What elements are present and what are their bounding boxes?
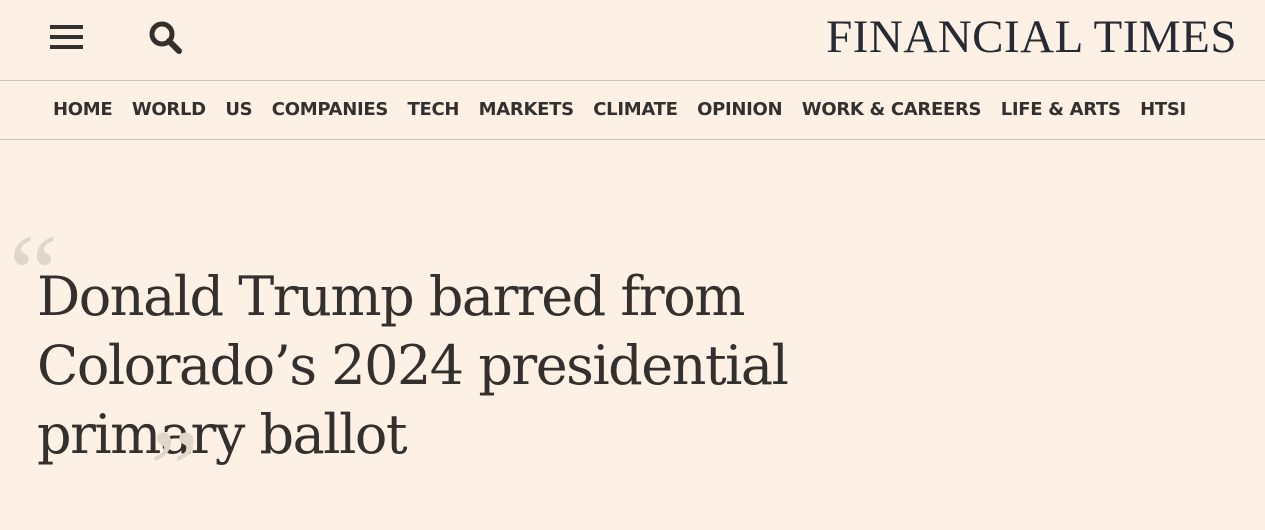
nav-item-companies[interactable]: COMPANIES xyxy=(271,99,389,120)
nav-item-markets[interactable]: MARKETS xyxy=(478,99,574,120)
nav-item-tech[interactable]: TECH xyxy=(407,99,460,120)
search-icon[interactable] xyxy=(146,18,186,58)
site-header: FINANCIAL TIMES xyxy=(0,0,1265,81)
nav-item-htsi[interactable]: HTSI xyxy=(1140,99,1186,120)
ft-logo[interactable]: FINANCIAL TIMES xyxy=(826,11,1237,63)
close-quote-mark: ” xyxy=(150,408,199,530)
hamburger-menu-icon[interactable] xyxy=(50,20,88,54)
nav-item-climate[interactable]: CLIMATE xyxy=(593,99,678,120)
open-quote-mark: “ xyxy=(9,212,58,334)
nav-item-world[interactable]: WORLD xyxy=(131,99,206,120)
main-navigation: HOME WORLD US COMPANIES TECH MARKETS CLI… xyxy=(0,81,1265,140)
nav-item-work-careers[interactable]: WORK & CAREERS xyxy=(801,99,982,120)
nav-item-life-arts[interactable]: LIFE & ARTS xyxy=(1000,99,1121,120)
article-headline: Donald Trump barred from Colorado’s 2024… xyxy=(37,265,789,466)
nav-item-opinion[interactable]: OPINION xyxy=(697,99,783,120)
nav-item-home[interactable]: HOME xyxy=(53,99,113,120)
nav-item-us[interactable]: US xyxy=(225,99,253,120)
nav-list: HOME WORLD US COMPANIES TECH MARKETS CLI… xyxy=(53,99,1205,120)
